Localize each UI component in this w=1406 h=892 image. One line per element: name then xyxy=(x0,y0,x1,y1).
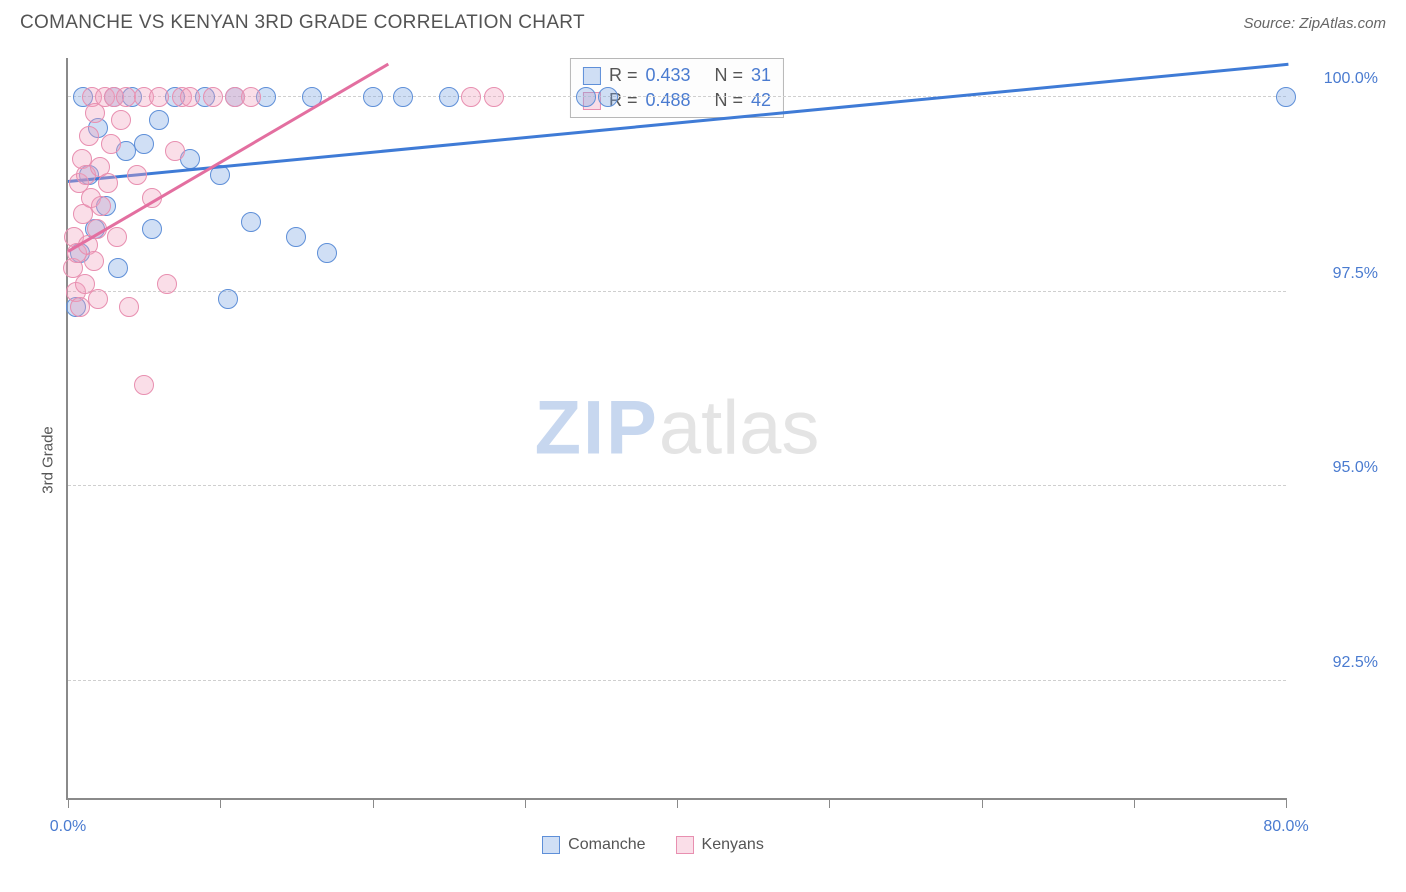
y-tick-label: 100.0% xyxy=(1298,70,1378,88)
scatter-marker xyxy=(598,87,618,107)
scatter-marker xyxy=(484,87,504,107)
scatter-marker xyxy=(91,196,111,216)
scatter-marker xyxy=(241,87,261,107)
plot-area: ZIPatlas R =0.433N = 31R =0.488N = 42 92… xyxy=(66,58,1286,800)
scatter-marker xyxy=(134,134,154,154)
n-value: 31 xyxy=(751,65,771,86)
scatter-marker xyxy=(88,289,108,309)
swatch-icon xyxy=(583,67,601,85)
scatter-marker xyxy=(461,87,481,107)
scatter-marker xyxy=(127,165,147,185)
y-axis-label: 3rd Grade xyxy=(39,426,56,494)
scatter-marker xyxy=(149,110,169,130)
watermark: ZIPatlas xyxy=(535,385,820,472)
scatter-marker xyxy=(165,141,185,161)
r-value: 0.433 xyxy=(645,65,690,86)
x-tick xyxy=(1134,798,1135,808)
x-tick xyxy=(525,798,526,808)
chart-source: Source: ZipAtlas.com xyxy=(1243,15,1386,32)
scatter-marker xyxy=(119,297,139,317)
gridline xyxy=(68,291,1286,292)
legend-item: Kenyans xyxy=(676,836,764,854)
scatter-marker xyxy=(286,227,306,247)
scatter-marker xyxy=(70,297,90,317)
scatter-marker xyxy=(101,134,121,154)
n-value: 42 xyxy=(751,90,771,111)
scatter-marker xyxy=(98,173,118,193)
scatter-marker xyxy=(157,274,177,294)
scatter-marker xyxy=(218,289,238,309)
scatter-marker xyxy=(439,87,459,107)
scatter-marker xyxy=(108,258,128,278)
r-label: R = xyxy=(609,65,638,86)
scatter-marker xyxy=(317,243,337,263)
y-tick-label: 97.5% xyxy=(1298,265,1378,283)
scatter-marker xyxy=(203,87,223,107)
series-legend: Comanche Kenyans xyxy=(20,836,1286,854)
x-tick xyxy=(373,798,374,808)
chart-title: COMANCHE VS KENYAN 3RD GRADE CORRELATION… xyxy=(20,12,585,34)
scatter-marker xyxy=(84,251,104,271)
scatter-marker xyxy=(180,87,200,107)
x-tick-label: 80.0% xyxy=(1263,818,1308,836)
scatter-marker xyxy=(1276,87,1296,107)
legend-item: Comanche xyxy=(542,836,645,854)
y-tick-label: 92.5% xyxy=(1298,654,1378,672)
legend-label: Comanche xyxy=(568,836,645,854)
n-label: N = xyxy=(715,90,744,111)
swatch-icon xyxy=(542,836,560,854)
x-tick xyxy=(1286,798,1287,808)
x-tick xyxy=(68,798,69,808)
x-tick xyxy=(982,798,983,808)
scatter-marker xyxy=(363,87,383,107)
gridline xyxy=(68,485,1286,486)
n-label: N = xyxy=(715,65,744,86)
x-tick xyxy=(829,798,830,808)
chart-container: 3rd Grade ZIPatlas R = 0.433 N = 31R = 0.48… xyxy=(20,48,1386,872)
legend-label: Kenyans xyxy=(702,836,764,854)
stats-row: R = 0.433 N = 31 xyxy=(583,63,771,88)
scatter-marker xyxy=(107,227,127,247)
scatter-marker xyxy=(134,375,154,395)
scatter-marker xyxy=(241,212,261,232)
scatter-marker xyxy=(393,87,413,107)
scatter-marker xyxy=(149,87,169,107)
x-tick xyxy=(220,798,221,808)
scatter-marker xyxy=(111,110,131,130)
r-value: 0.488 xyxy=(645,90,690,111)
y-tick-label: 95.0% xyxy=(1298,459,1378,477)
scatter-marker xyxy=(116,87,136,107)
x-tick-label: 0.0% xyxy=(50,818,86,836)
x-tick xyxy=(677,798,678,808)
gridline xyxy=(68,680,1286,681)
swatch-icon xyxy=(676,836,694,854)
scatter-marker xyxy=(576,87,596,107)
watermark-zip: ZIP xyxy=(535,386,659,471)
watermark-atlas: atlas xyxy=(659,386,820,471)
scatter-marker xyxy=(79,126,99,146)
scatter-marker xyxy=(142,219,162,239)
